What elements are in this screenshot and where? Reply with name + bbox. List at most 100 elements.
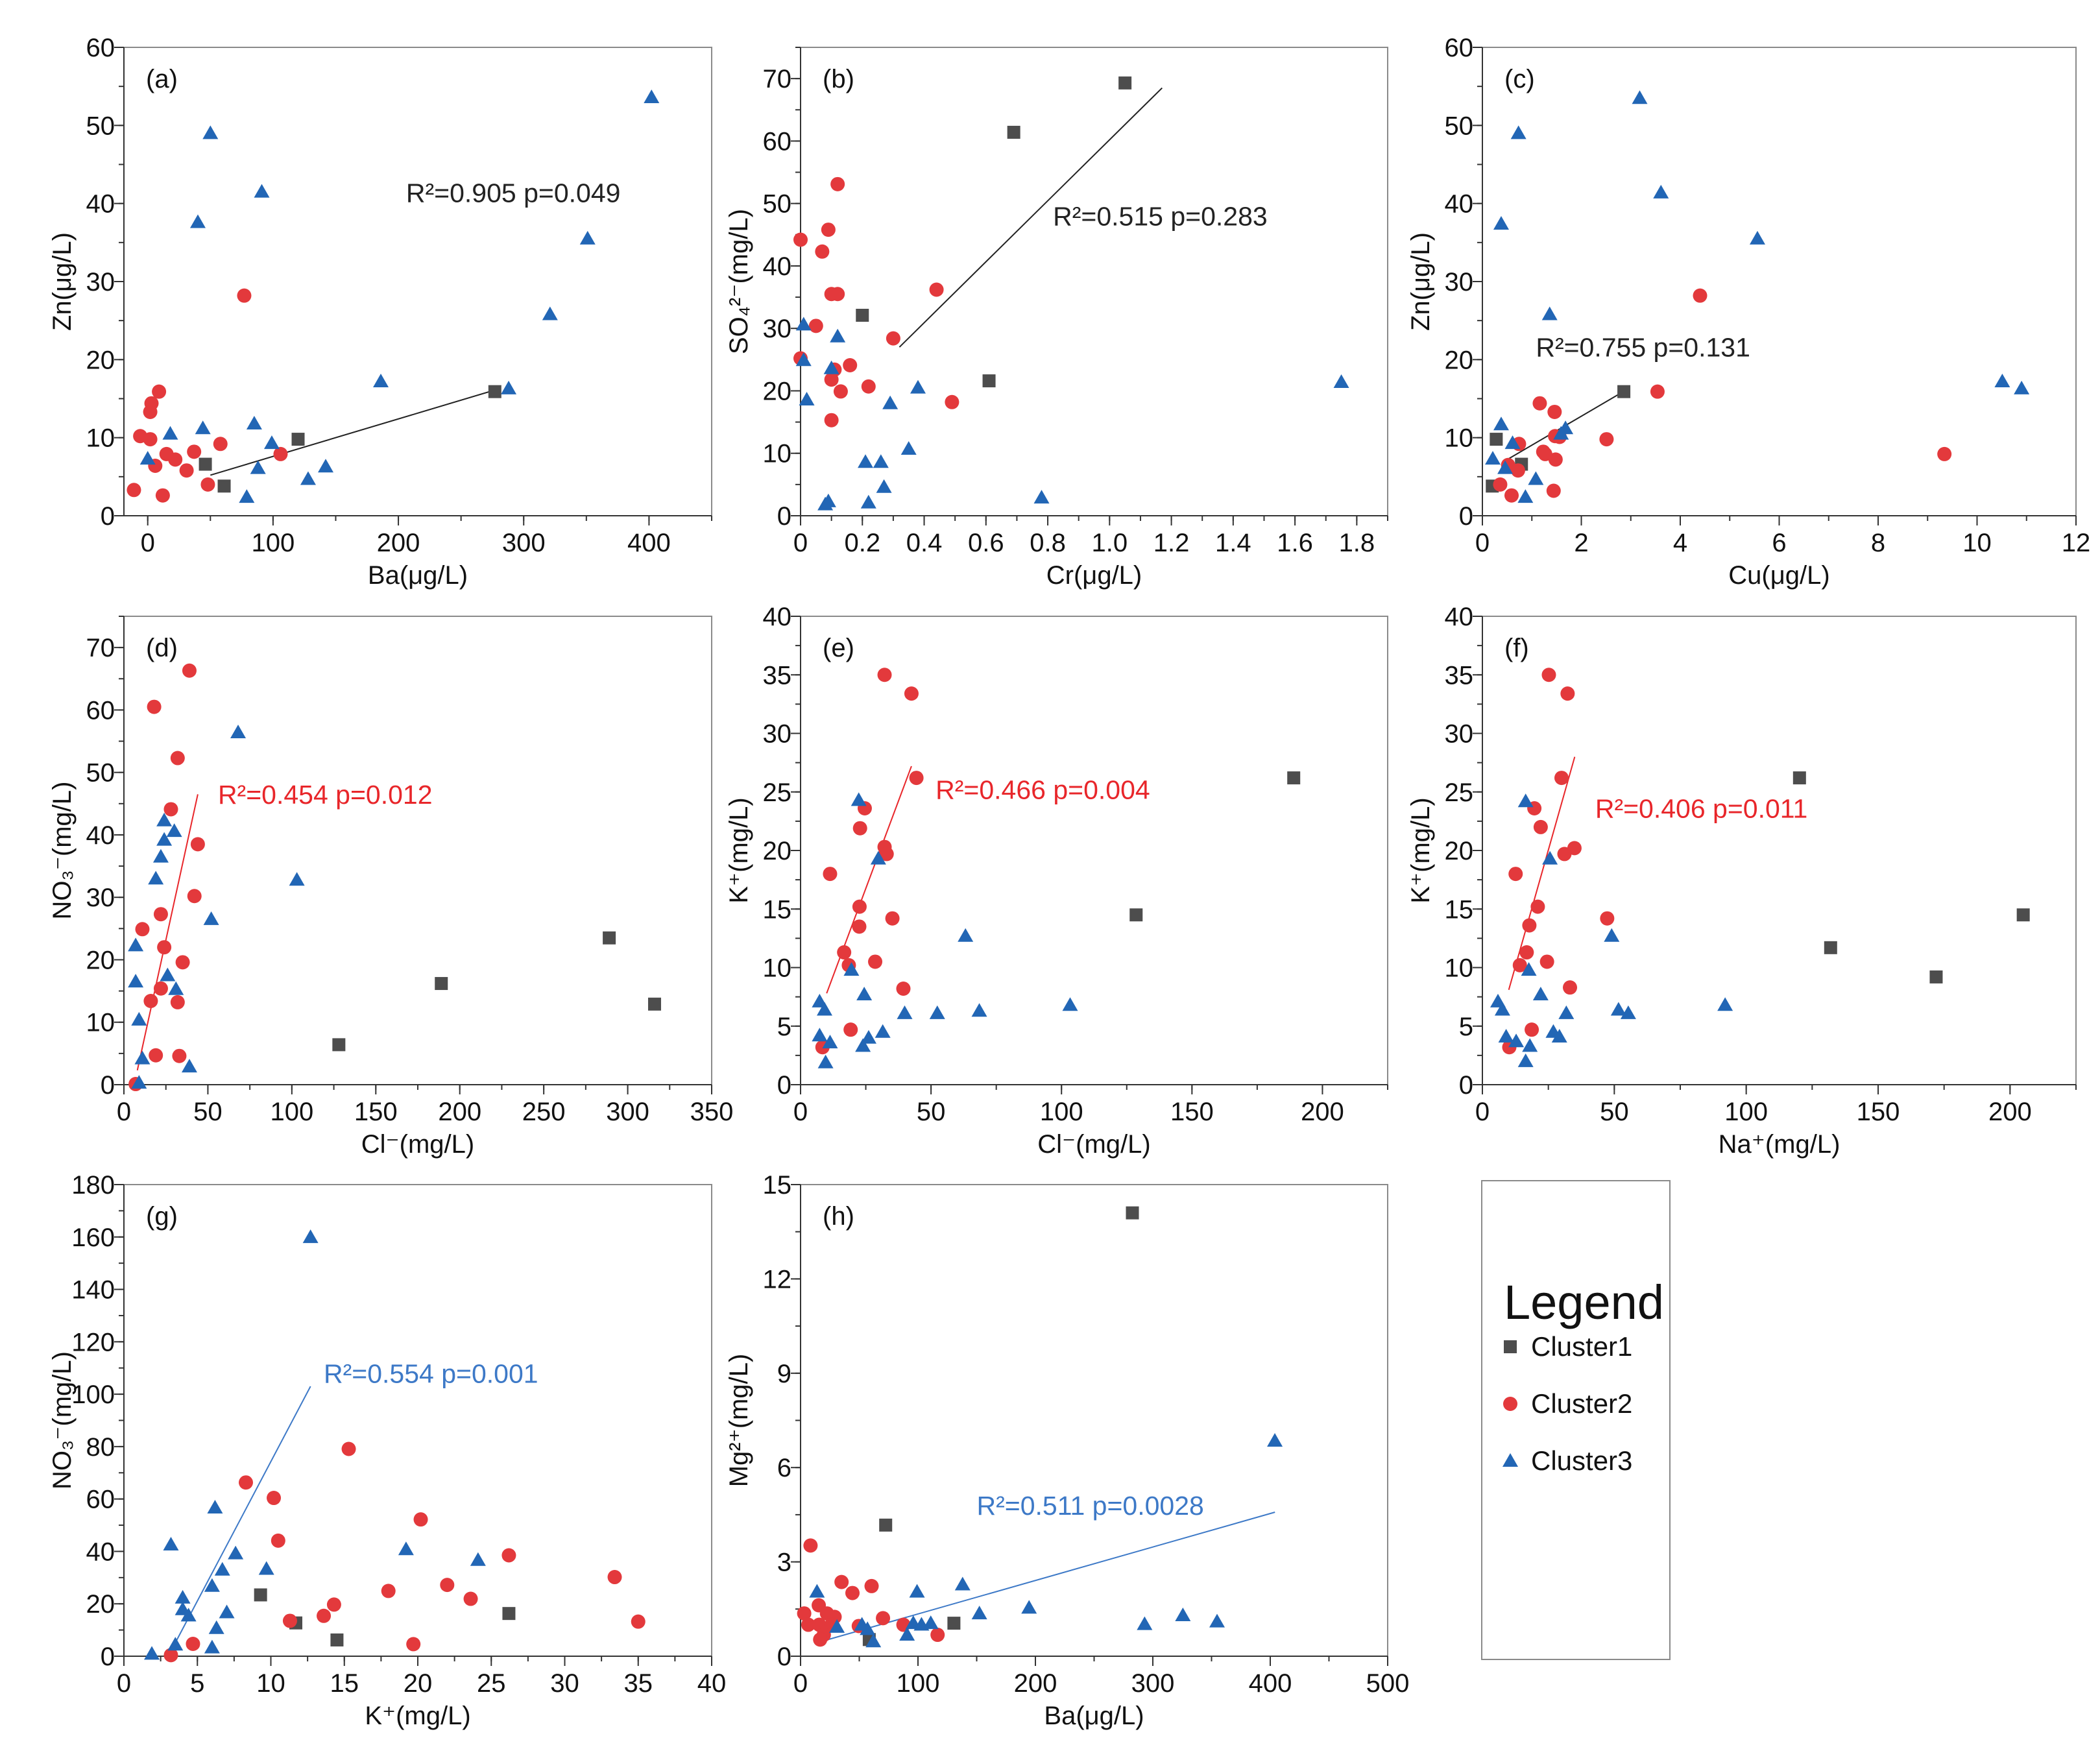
x-tick-label: 0: [117, 1098, 131, 1126]
point-cluster2: [1533, 819, 1548, 834]
point-cluster2: [213, 437, 228, 452]
point-cluster2: [190, 837, 205, 852]
y-tick-label: 50: [763, 190, 792, 219]
y-axis-title: K⁺(mg/L): [725, 797, 753, 903]
y-tick-label: 20: [86, 1590, 115, 1619]
point-cluster2: [945, 394, 959, 409]
point-cluster2: [147, 699, 162, 714]
series-cluster3: [144, 1229, 486, 1660]
plot-frame: [1482, 47, 2077, 516]
series-cluster3: [809, 1433, 1283, 1648]
y-tick-label: 40: [763, 603, 792, 631]
point-cluster3: [131, 1011, 147, 1026]
point-cluster2: [824, 372, 839, 387]
panel-g: 0 5 10 15 20 25 30 35 40 0 20 40 60 80 100 120 140 160 180…: [48, 1171, 726, 1730]
x-axis-title: Cr(μg/L): [1046, 561, 1142, 590]
x-tick-label: 100: [1040, 1098, 1083, 1126]
point-cluster2: [341, 1441, 356, 1456]
x-tick-label: 0: [117, 1669, 131, 1698]
point-cluster3: [131, 1075, 147, 1089]
y-axis-title: Zn(μg/L): [1406, 232, 1435, 331]
y-tick-label: 140: [71, 1276, 115, 1305]
panel-label: (b): [823, 65, 854, 93]
point-cluster3: [843, 962, 860, 976]
x-tick-label: 200: [377, 529, 420, 557]
point-cluster3: [289, 872, 305, 886]
point-cluster1: [1617, 385, 1631, 398]
legend-label: Cluster1: [1531, 1331, 1632, 1362]
point-cluster2: [803, 1538, 818, 1553]
point-cluster3: [181, 1059, 197, 1073]
y-tick-label: 25: [763, 778, 792, 807]
y-tick-label: 50: [1445, 112, 1474, 140]
point-cluster3: [812, 1028, 828, 1042]
point-cluster3: [1504, 435, 1521, 450]
y-tick-label: 100: [71, 1380, 115, 1409]
point-cluster1: [1824, 941, 1837, 954]
point-cluster2: [463, 1591, 478, 1606]
x-tick-label: 2: [1574, 529, 1588, 557]
point-cluster3: [1267, 1433, 1283, 1447]
series-cluster2: [793, 176, 959, 428]
point-cluster3: [1604, 928, 1620, 942]
y-tick-label: 35: [763, 661, 792, 690]
y-tick-label: 10: [1445, 954, 1474, 983]
point-cluster2: [909, 771, 924, 786]
point-cluster1: [502, 1607, 516, 1621]
x-tick-label: 1.0: [1092, 529, 1128, 557]
panel-label: (f): [1504, 634, 1529, 662]
point-cluster2: [793, 232, 808, 247]
point-cluster3: [1021, 1600, 1037, 1614]
point-cluster2: [876, 1611, 891, 1626]
point-cluster3: [175, 1589, 191, 1604]
legend-frame: [1481, 1180, 1671, 1660]
point-cluster2: [845, 1585, 860, 1600]
y-tick-label: 5: [1459, 1013, 1473, 1041]
point-cluster3: [1749, 230, 1765, 245]
x-tick-label: 0: [793, 529, 808, 557]
x-tick-label: 350: [690, 1098, 734, 1126]
point-cluster2: [153, 907, 168, 922]
legend-item-cluster3: Cluster3: [1503, 1445, 1632, 1476]
legend-circle-icon: [1503, 1397, 1517, 1411]
point-cluster2: [153, 981, 168, 996]
y-tick-label: 60: [86, 34, 115, 62]
point-cluster1: [291, 433, 305, 446]
y-tick-label: 3: [777, 1549, 791, 1577]
y-tick-label: 30: [763, 315, 792, 343]
point-cluster3: [817, 1054, 834, 1068]
point-cluster2: [163, 1648, 178, 1663]
point-cluster2: [237, 288, 252, 303]
point-cluster3: [1493, 416, 1509, 431]
plot-frame: [800, 1184, 1388, 1657]
point-cluster1: [856, 308, 869, 322]
y-tick-label: 40: [86, 821, 115, 850]
y-tick-label: 40: [1445, 603, 1474, 631]
point-cluster3: [156, 832, 173, 846]
x-tick-label: 300: [502, 529, 546, 557]
point-cluster2: [413, 1512, 428, 1527]
point-cluster3: [923, 1615, 939, 1630]
x-axis-title: Ba(μg/L): [1044, 1702, 1144, 1730]
panel-label: (a): [146, 65, 178, 93]
point-cluster3: [263, 435, 280, 450]
point-cluster2: [440, 1578, 455, 1593]
point-cluster1: [488, 385, 501, 398]
plot-frame: [800, 47, 1388, 516]
series-cluster3: [128, 725, 305, 1089]
point-cluster1: [603, 931, 616, 945]
x-tick-label: 0: [1475, 1098, 1490, 1126]
panel-label: (h): [823, 1202, 854, 1231]
x-tick-label: 1.6: [1277, 529, 1313, 557]
point-cluster2: [852, 821, 867, 836]
point-cluster2: [143, 994, 158, 1009]
legend-items: Cluster1 Cluster2 Cluster3: [1503, 1331, 1632, 1476]
y-tick-label: 20: [763, 837, 792, 865]
y-tick-label: 0: [101, 502, 115, 531]
y-tick-label: 12: [763, 1265, 792, 1294]
point-cluster3: [1994, 374, 2010, 388]
point-cluster2: [885, 911, 900, 926]
x-tick-label: 300: [606, 1098, 649, 1126]
series-cluster1: [856, 76, 1132, 388]
point-cluster3: [139, 451, 156, 465]
